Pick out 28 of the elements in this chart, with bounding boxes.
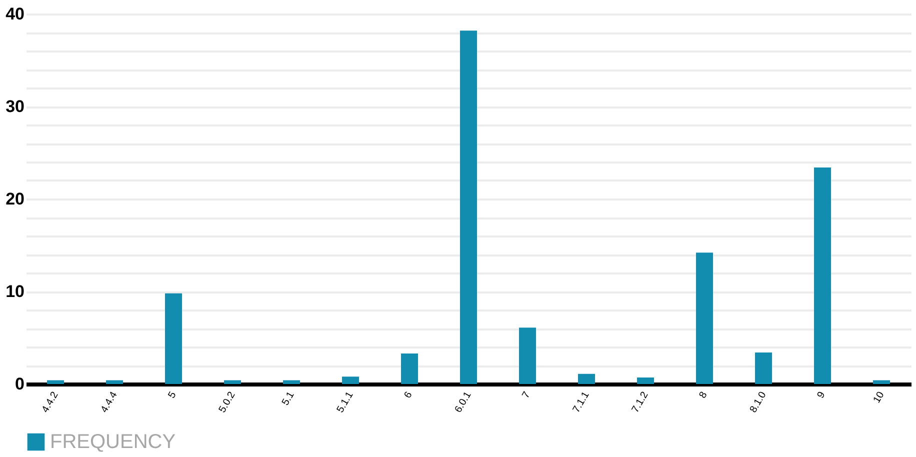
bar xyxy=(814,168,831,384)
y-tick-label: 0 xyxy=(15,374,24,394)
bar xyxy=(224,380,241,384)
y-tick-label: 40 xyxy=(6,4,24,24)
bar xyxy=(637,378,654,384)
bar xyxy=(873,380,890,384)
bar xyxy=(342,376,359,384)
x-tick-label: 6 xyxy=(402,390,415,400)
bar xyxy=(106,380,123,384)
x-tick-label: 5 xyxy=(166,390,179,400)
bar xyxy=(696,252,713,384)
bar xyxy=(578,374,595,384)
y-tick-label: 30 xyxy=(6,97,24,116)
legend-label: FREQUENCY xyxy=(50,431,176,453)
x-tick-label: 10 xyxy=(872,390,887,406)
x-tick-label: 8 xyxy=(697,390,710,400)
bar xyxy=(165,293,182,384)
x-tick-label: 7 xyxy=(520,390,533,400)
x-tick-label: 9 xyxy=(815,390,828,400)
bar xyxy=(519,328,536,384)
bar xyxy=(755,352,772,384)
bar xyxy=(47,380,64,384)
bar xyxy=(401,353,418,384)
bar xyxy=(283,380,300,384)
bar xyxy=(460,30,477,384)
y-tick-label: 10 xyxy=(6,282,24,301)
y-tick-label: 20 xyxy=(6,190,24,208)
x-tick-label: 5.1 xyxy=(280,390,297,408)
